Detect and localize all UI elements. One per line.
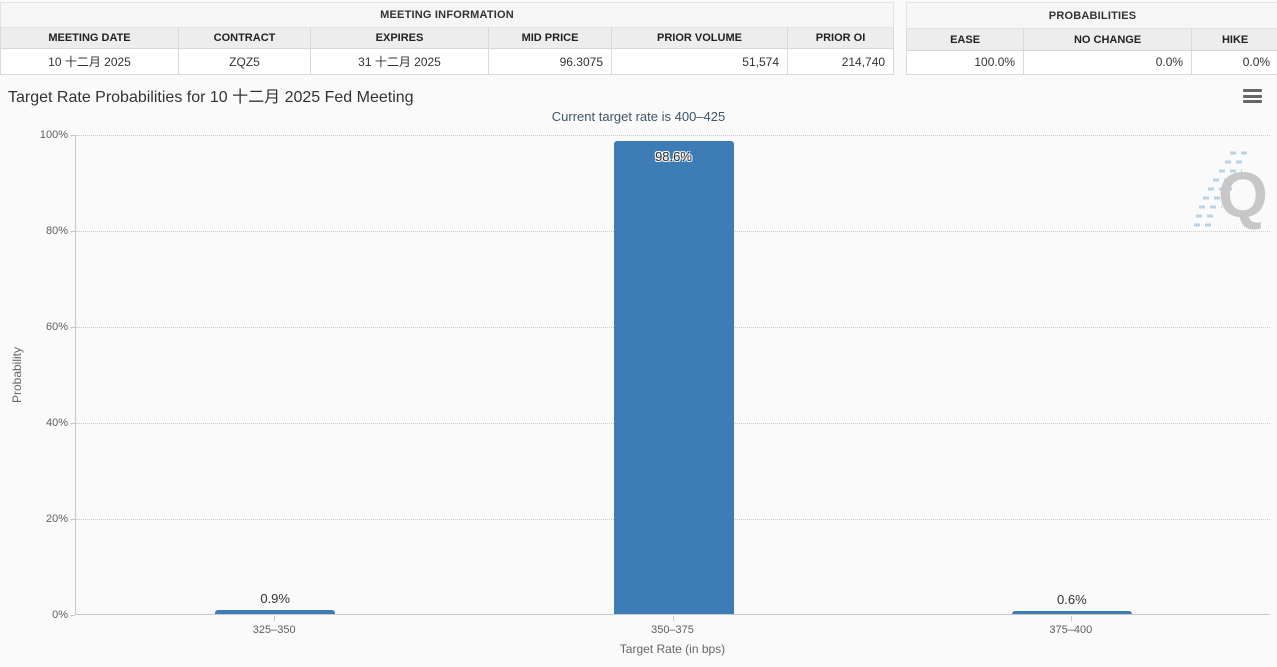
plot-area: Q 0.9% 98.6% 0.6%	[75, 135, 1270, 615]
col-header-hike: HIKE	[1191, 28, 1277, 51]
col-header-ease: EASE	[906, 28, 1025, 51]
col-header-prior-oi: PRIOR OI	[786, 27, 895, 49]
x-axis-category-label: 350–375	[651, 624, 694, 636]
y-axis-tick	[70, 519, 75, 520]
prior-oi-value: 214,740	[786, 48, 895, 75]
y-axis-tick	[70, 615, 75, 616]
expires-value: 31 十二月 2025	[310, 48, 489, 75]
ease-value: 100.0%	[906, 49, 1025, 76]
mid-price-value: 96.3075	[488, 48, 612, 75]
y-axis-tick-label: 40%	[45, 417, 68, 429]
watermark-letter: Q	[1218, 159, 1268, 231]
meeting-information-row: 10 十二月 2025 ZQZ5 31 十二月 2025 96.3075 51,…	[0, 48, 895, 75]
col-header-no-change: NO CHANGE	[1023, 28, 1193, 51]
bar-value-label: 98.6%	[655, 148, 692, 164]
contract-value: ZQZ5	[178, 48, 311, 75]
meeting-date-value: 10 十二月 2025	[0, 48, 179, 75]
y-gridline-100	[76, 135, 1270, 136]
meeting-information-header-row: MEETING DATE CONTRACT EXPIRES MID PRICE …	[0, 27, 895, 49]
y-axis-title: Probability	[10, 346, 24, 404]
meeting-information-table: MEETING INFORMATION MEETING DATE CONTRAC…	[0, 2, 895, 75]
hamburger-menu-icon[interactable]	[1243, 89, 1262, 103]
col-header-contract: CONTRACT	[178, 27, 311, 49]
bar-350–375[interactable]	[613, 140, 734, 614]
bar-325–350[interactable]	[215, 609, 336, 614]
chart-subtitle: Current target rate is 400–425	[551, 109, 726, 124]
x-axis-tick	[274, 616, 276, 621]
col-header-meeting-date: MEETING DATE	[0, 27, 179, 49]
col-header-mid-price: MID PRICE	[488, 27, 612, 49]
bar-value-label: 0.9%	[260, 590, 290, 606]
x-axis-tick	[1070, 616, 1072, 621]
x-axis-category-label: 375–400	[1049, 624, 1093, 636]
x-axis-tick	[672, 616, 674, 621]
y-axis-tick-label: 60%	[45, 321, 68, 333]
col-header-expires: EXPIRES	[310, 27, 489, 49]
chart-area: Target Rate Probabilities for 10 十二月 202…	[0, 78, 1277, 667]
y-axis-tick-label: 80%	[45, 225, 68, 237]
no-change-value: 0.0%	[1023, 49, 1193, 76]
probabilities-table: PROBABILITIES EASE NO CHANGE HIKE 100.0%…	[906, 1, 1277, 76]
quikstrike-watermark-logo: Q	[1194, 143, 1277, 241]
summary-tables: MEETING INFORMATION MEETING DATE CONTRAC…	[0, 1, 1277, 76]
bar-value-label: 0.6%	[1057, 592, 1087, 607]
bar-375–400[interactable]	[1011, 611, 1132, 614]
prior-volume-value: 51,574	[611, 48, 788, 75]
probabilities-row: 100.0% 0.0% 0.0%	[906, 49, 1277, 76]
probabilities-header-row: EASE NO CHANGE HIKE	[906, 28, 1277, 51]
y-axis-tick-label: 0%	[52, 609, 68, 621]
y-axis-tick	[70, 135, 75, 136]
x-axis-category-label: 325–350	[252, 624, 296, 636]
hike-value: 0.0%	[1191, 49, 1277, 76]
meeting-information-title: MEETING INFORMATION	[0, 2, 895, 28]
y-axis-tick	[70, 423, 75, 424]
y-axis-tick	[70, 327, 75, 328]
y-axis-tick-label: 20%	[45, 513, 68, 525]
probabilities-title: PROBABILITIES	[906, 1, 1277, 30]
col-header-prior-volume: PRIOR VOLUME	[611, 27, 788, 49]
y-axis-tick	[70, 231, 75, 232]
x-axis-title: Target Rate (in bps)	[619, 642, 726, 656]
y-axis-tick-label: 100%	[39, 129, 68, 141]
chart-title: Target Rate Probabilities for 10 十二月 202…	[8, 89, 414, 106]
